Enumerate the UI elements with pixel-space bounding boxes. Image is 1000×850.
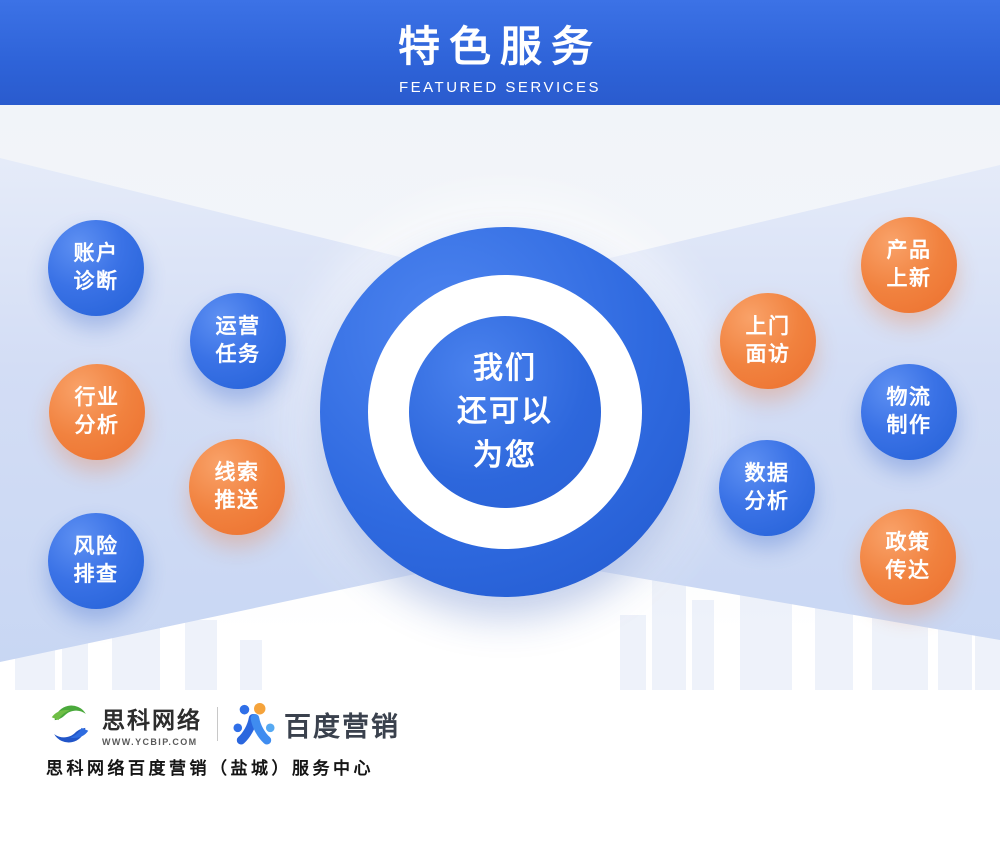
bubble-label-line: 推送 bbox=[214, 489, 260, 512]
skyline-building bbox=[240, 640, 262, 690]
brand1-name: 思科网络 bbox=[102, 707, 202, 733]
service-bubble-risk-check: 风险 排查 bbox=[48, 513, 144, 609]
bubble-label-line: 政策 bbox=[885, 530, 931, 554]
bubble-label-line: 上新 bbox=[886, 267, 932, 290]
bubble-label-line: 产品 bbox=[886, 238, 932, 262]
bubble-label-line: 面访 bbox=[745, 343, 791, 366]
brand1-text-block: 思科网络 WWW.YCBIP.COM bbox=[102, 701, 202, 747]
footer-tagline: 思科网络百度营销（盐城）服务中心 bbox=[46, 759, 374, 778]
service-bubble-data-analysis: 数据 分析 bbox=[719, 440, 815, 536]
skyline-building bbox=[185, 620, 217, 690]
center-circle: 我们 还可以 为您 bbox=[320, 227, 690, 597]
center-circle-white-ring: 我们 还可以 为您 bbox=[368, 275, 642, 549]
page-subtitle: FEATURED SERVICES bbox=[399, 79, 601, 96]
service-bubble-logistics-production: 物流 制作 bbox=[861, 364, 957, 460]
center-circle-text-line1: 我们 bbox=[473, 351, 537, 385]
skyline-building bbox=[692, 600, 714, 690]
bubble-label-line: 分析 bbox=[74, 414, 120, 437]
service-bubble-lead-push: 线索 推送 bbox=[189, 439, 285, 535]
bubble-label-line: 任务 bbox=[215, 343, 261, 366]
center-circle-core: 我们 还可以 为您 bbox=[409, 316, 601, 508]
service-bubble-policy-delivery: 政策 传达 bbox=[860, 509, 956, 605]
service-bubble-industry-analysis: 行业 分析 bbox=[49, 364, 145, 460]
bubble-label-line: 传达 bbox=[885, 559, 931, 582]
bubble-label-line: 线索 bbox=[214, 460, 260, 484]
bubble-label-line: 物流 bbox=[886, 385, 932, 409]
center-circle-text-line3: 为您 bbox=[473, 438, 537, 472]
s-swirl-logo-icon bbox=[51, 705, 89, 743]
service-bubble-operation-tasks: 运营 任务 bbox=[190, 293, 286, 389]
bubble-label-line: 运营 bbox=[215, 314, 261, 338]
bubble-label-line: 排查 bbox=[73, 563, 119, 586]
bubble-label-line: 上门 bbox=[745, 314, 791, 338]
footer: 思科网络 WWW.YCBIP.COM 百度营销 思科网络百度营销（盐城）服务中心 bbox=[0, 690, 1000, 850]
bubble-label-line: 行业 bbox=[74, 385, 120, 409]
bubble-label-line: 风险 bbox=[73, 534, 119, 558]
service-bubble-product-launch: 产品 上新 bbox=[861, 217, 957, 313]
center-circle-text-line2: 还可以 bbox=[457, 395, 553, 429]
baidu-marketing-logo-icon bbox=[233, 703, 275, 745]
brand2-name: 百度营销 bbox=[284, 711, 400, 742]
skyline-building bbox=[620, 615, 646, 690]
bubble-label-line: 分析 bbox=[744, 490, 790, 513]
brand1-url: WWW.YCBIP.COM bbox=[102, 737, 198, 747]
brand-divider bbox=[217, 707, 218, 741]
bubble-label-line: 数据 bbox=[744, 461, 790, 485]
page-title: 特色服务 bbox=[397, 23, 602, 70]
bubble-label-line: 账户 bbox=[73, 241, 119, 265]
banner: 特色服务 FEATURED SERVICES bbox=[0, 0, 1000, 105]
bubble-label-line: 制作 bbox=[886, 414, 932, 437]
service-bubble-onsite-visit: 上门 面访 bbox=[720, 293, 816, 389]
bubble-label-line: 诊断 bbox=[73, 270, 119, 293]
service-bubble-account-diagnosis: 账户 诊断 bbox=[48, 220, 144, 316]
footer-logo-row: 思科网络 WWW.YCBIP.COM 百度营销 bbox=[46, 698, 400, 750]
